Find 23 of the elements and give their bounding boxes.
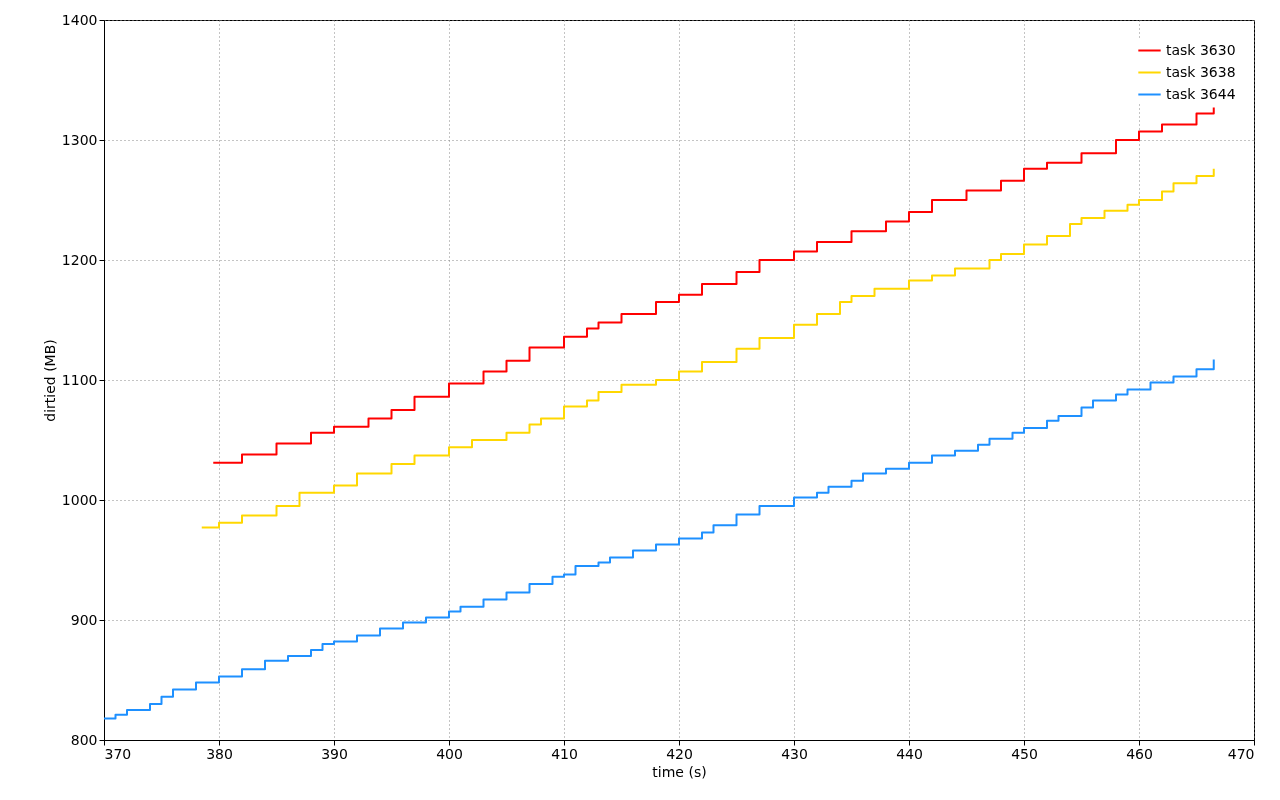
y-tick-label: 1200 [61, 251, 98, 268]
legend-label: task 3638 [1166, 63, 1236, 80]
y-tick-label: 1100 [61, 371, 98, 388]
x-tick-label: 370 [104, 745, 132, 762]
x-tick-label: 390 [321, 745, 348, 762]
y-tick-label: 900 [70, 611, 98, 628]
x-tick-label: 420 [666, 745, 693, 762]
x-tick-label: 460 [1126, 745, 1153, 762]
x-tick-label: 470 [1227, 745, 1255, 762]
x-axis-title: time (s) [652, 763, 707, 780]
y-tick-label: 1300 [61, 131, 98, 148]
legend-label: task 3644 [1166, 85, 1236, 102]
y-axis-title: dirtied (MB) [41, 339, 58, 422]
y-tick-label: 1000 [61, 491, 98, 508]
x-tick-label: 400 [436, 745, 463, 762]
x-tick-label: 380 [206, 745, 233, 762]
y-tick-label: 1400 [61, 11, 98, 28]
y-tick-label: 800 [70, 731, 98, 748]
x-tick-label: 410 [551, 745, 578, 762]
x-tick-label: 430 [781, 745, 808, 762]
legend-label: task 3630 [1166, 41, 1236, 58]
x-tick-label: 440 [896, 745, 923, 762]
x-tick-label: 450 [1011, 745, 1038, 762]
